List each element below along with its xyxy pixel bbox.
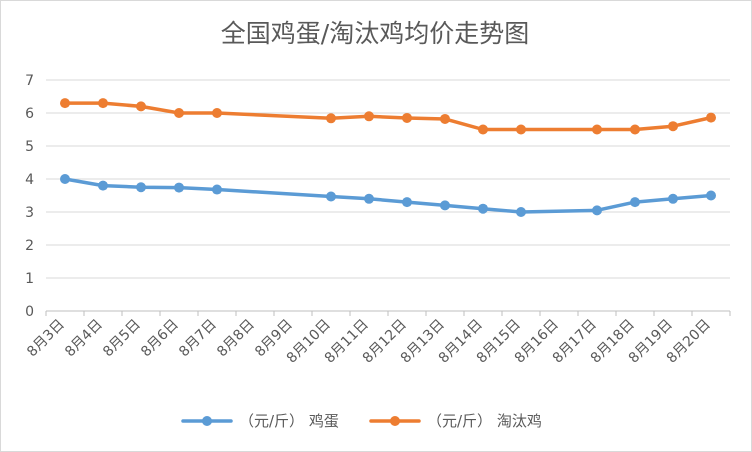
y-tick-label: 2 [25, 238, 34, 254]
data-point [212, 108, 222, 118]
data-point [440, 200, 450, 211]
series-layer [60, 98, 716, 217]
data-point [402, 197, 412, 208]
data-point [326, 191, 336, 202]
legend-swatch-marker [202, 416, 212, 426]
data-point [98, 180, 108, 191]
x-tick-label: 8月8日 [214, 317, 258, 361]
data-point [592, 124, 602, 135]
data-point [174, 182, 184, 193]
data-point [136, 101, 146, 112]
data-point [212, 184, 222, 195]
data-point [668, 193, 678, 204]
legend-swatch-marker [390, 416, 400, 426]
series-line [63, 177, 713, 214]
data-point [668, 121, 678, 132]
data-point [440, 113, 450, 124]
data-point [174, 108, 184, 118]
data-point [98, 98, 108, 109]
data-point [60, 174, 70, 184]
y-tick-label: 4 [25, 172, 34, 188]
data-point [592, 205, 602, 216]
x-tick-label: 8月7日 [176, 317, 220, 361]
legend-label: （元/斤） 淘汰鸡 [427, 412, 542, 430]
data-point [136, 182, 146, 193]
data-point [478, 203, 488, 214]
y-tick-label: 3 [25, 205, 34, 221]
x-tick-label: 8月6日 [138, 317, 182, 361]
chart-title: 全国鸡蛋/淘汰鸡均价走势图 [220, 19, 530, 48]
grid-layer [46, 79, 730, 279]
data-point [364, 111, 374, 122]
data-point [706, 112, 716, 123]
data-point [630, 197, 640, 208]
legend-label: （元/斤） 鸡蛋 [239, 412, 339, 430]
series-1 [60, 98, 716, 135]
data-point [478, 124, 488, 135]
data-point [630, 124, 640, 135]
series-line [63, 101, 713, 132]
series-0 [60, 174, 716, 217]
data-point [364, 193, 374, 204]
x-tick-label: 8月5日 [100, 317, 144, 361]
legend-item-1: （元/斤） 淘汰鸡 [369, 412, 542, 430]
y-tick-label: 7 [25, 73, 34, 89]
data-point [516, 124, 526, 135]
data-point [402, 112, 412, 123]
data-point [60, 98, 70, 109]
data-point [706, 190, 716, 201]
y-tick-label: 5 [25, 139, 34, 155]
x-tick-label: 8月3日 [24, 317, 68, 361]
legend-item-0: （元/斤） 鸡蛋 [181, 412, 339, 430]
y-tick-label: 1 [25, 271, 34, 287]
y-tick-label: 0 [25, 304, 34, 320]
data-point [516, 207, 526, 217]
y-tick-label: 6 [25, 106, 34, 122]
x-tick-label: 8月4日 [62, 317, 106, 361]
legend: （元/斤） 鸡蛋 （元/斤） 淘汰鸡 [181, 412, 542, 430]
data-point [326, 113, 336, 124]
